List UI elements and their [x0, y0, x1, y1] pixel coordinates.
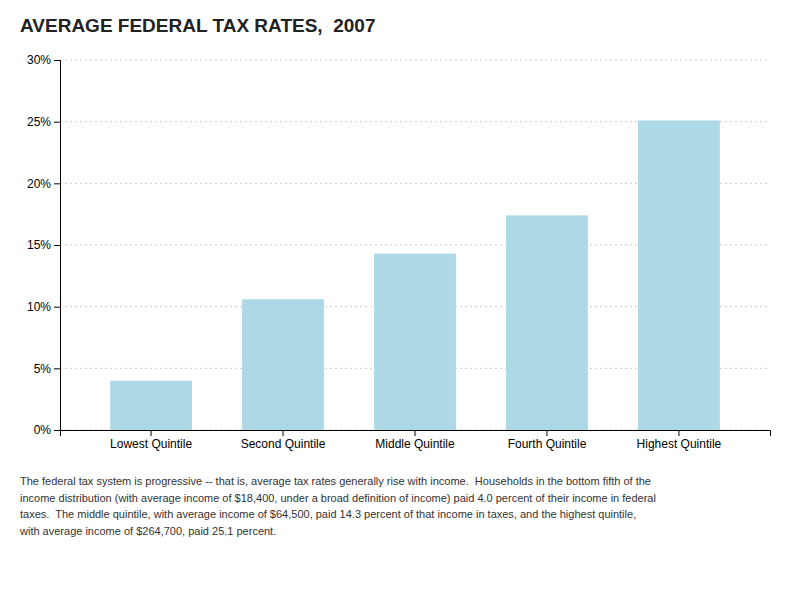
y-tick-mark: [54, 183, 60, 184]
y-tick-label: 30%: [27, 53, 51, 67]
x-tick-label: Highest Quintile: [637, 437, 722, 451]
x-tick: Fourth Quintile: [508, 430, 587, 451]
bar: [506, 215, 588, 430]
bar: [242, 299, 324, 430]
caption-line: The federal tax system is progressive --…: [20, 475, 651, 487]
x-tick: Lowest Quintile: [110, 430, 192, 451]
x-tick-mark: [678, 430, 679, 436]
y-tick: 30%: [27, 53, 60, 67]
grid-line: [60, 60, 770, 61]
y-tick-label: 20%: [27, 177, 51, 191]
bar: [110, 381, 192, 430]
y-tick-mark: [54, 430, 60, 431]
x-tick-label: Fourth Quintile: [508, 437, 587, 451]
x-axis-line: [61, 431, 771, 437]
y-tick: 5%: [34, 362, 60, 376]
caption-line: taxes. The middle quintile, with average…: [20, 508, 636, 520]
y-tick: 25%: [27, 115, 60, 129]
chart: AVERAGE FEDERAL TAX RATES, 2007 0% 5% 10% 15…: [0, 0, 800, 600]
x-tick-label: Second Quintile: [241, 437, 326, 451]
x-tick-mark: [151, 430, 152, 436]
bar: [638, 120, 720, 430]
x-tick: Highest Quintile: [637, 430, 722, 451]
y-tick-mark: [54, 368, 60, 369]
y-tick-label: 25%: [27, 115, 51, 129]
grid: [60, 60, 770, 430]
x-tick-label: Middle Quintile: [375, 437, 455, 451]
y-tick: 20%: [27, 177, 60, 191]
y-tick: 10%: [27, 300, 60, 314]
x-tick: Second Quintile: [241, 430, 326, 451]
y-tick-label: 0%: [34, 423, 52, 437]
y-tick-mark: [54, 122, 60, 123]
x-tick: Middle Quintile: [375, 430, 455, 451]
caption-line: income distribution (with average income…: [20, 492, 656, 504]
y-tick: 15%: [27, 238, 60, 252]
caption: The federal tax system is progressive --…: [19, 475, 656, 537]
y-tick-label: 15%: [27, 238, 51, 252]
bar: [374, 254, 456, 430]
x-tick-mark: [283, 430, 284, 436]
title: AVERAGE FEDERAL TAX RATES, 2007: [20, 15, 375, 36]
y-tick-mark: [54, 307, 60, 308]
y-tick-mark: [54, 60, 60, 61]
x-axis: Lowest Quintile Second Quintile Middle Qui…: [61, 430, 771, 451]
y-axis-line: [54, 61, 61, 431]
x-tick-mark: [546, 430, 547, 436]
y-tick-label: 5%: [34, 362, 52, 376]
bars: [110, 120, 720, 430]
y-tick-mark: [54, 245, 60, 246]
x-tick-label: Lowest Quintile: [110, 437, 192, 451]
y-tick-label: 10%: [27, 300, 51, 314]
caption-line: with average income of $264,700, paid 25…: [19, 525, 276, 537]
y-axis: 0% 5% 10% 15% 20% 25% 30%: [27, 53, 61, 437]
x-tick-mark: [415, 430, 416, 436]
y-tick: 0%: [34, 423, 60, 437]
